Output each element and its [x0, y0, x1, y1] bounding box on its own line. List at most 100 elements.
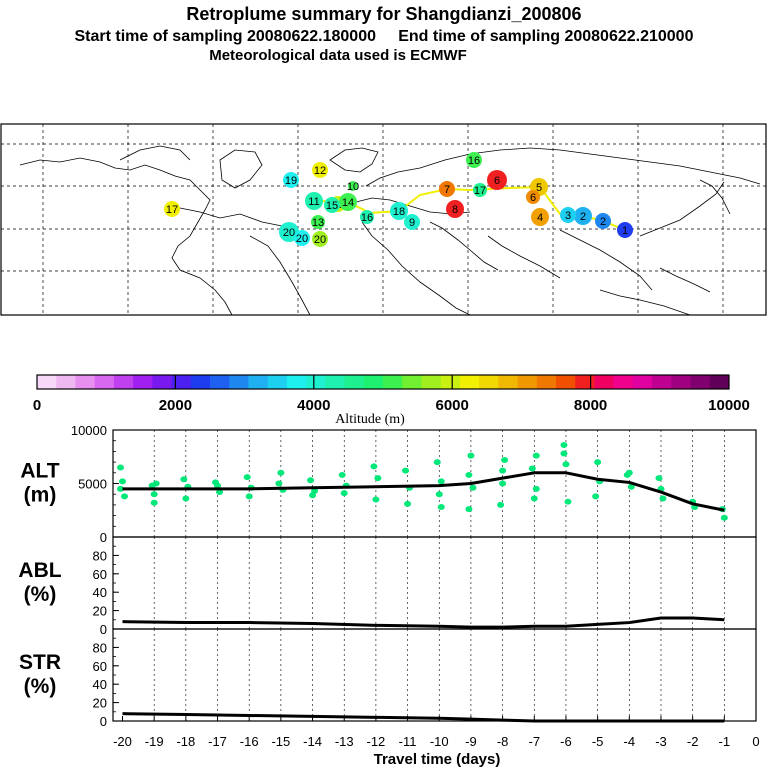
- colorbar-swatch: [671, 375, 692, 389]
- colorbar-tick-label: 6000: [436, 397, 469, 414]
- y-tick-label: 20: [93, 696, 107, 711]
- y-axis-label: (%): [24, 675, 57, 698]
- x-tick-label: -11: [399, 734, 417, 749]
- y-tick-label: 20: [93, 604, 107, 619]
- plume-marker: [390, 202, 408, 220]
- colorbar-tick-label: 0: [33, 397, 41, 414]
- y-tick-label: 80: [93, 548, 107, 563]
- x-tick-label: -4: [624, 734, 636, 749]
- panel-alt: 10000 5000 0 ALT(m): [20, 423, 757, 545]
- scatter-point: [180, 476, 188, 483]
- panel-frame: [112, 628, 757, 722]
- plume-day-label: 13: [312, 217, 324, 229]
- colorbar-tick-label: 2000: [159, 397, 192, 414]
- plume-day-label: 6: [494, 175, 500, 187]
- colorbar-swatch: [190, 375, 211, 389]
- scatter-point: [402, 467, 410, 474]
- y-axis-label: ALT: [20, 460, 59, 483]
- scatter-point: [465, 506, 473, 513]
- colorbar-swatch: [133, 375, 153, 389]
- scatter-point: [437, 504, 445, 511]
- plume-day-label: 20: [296, 233, 308, 245]
- x-tick-label: -20: [113, 734, 132, 749]
- map: 1223456678910111213131415161617171819202…: [0, 123, 767, 316]
- plume-day-label: 3: [565, 210, 571, 222]
- scatter-point: [117, 464, 125, 471]
- y-axis-label: (%): [24, 583, 57, 606]
- panel-frame: [112, 536, 757, 630]
- plume-marker: [560, 207, 576, 223]
- panel-str: 80 60 40 20 0 STR(%): [19, 628, 757, 729]
- colorbar-swatch: [556, 375, 576, 389]
- plume-marker: [487, 170, 507, 190]
- sampling-times: Start time of sampling 20080622.180000 E…: [75, 28, 694, 45]
- colorbar-swatch: [690, 375, 711, 389]
- colorbar-swatch: [37, 375, 57, 389]
- x-tick-label: -8: [497, 734, 509, 749]
- scatter-point: [594, 459, 602, 466]
- x-tick-label: -16: [240, 734, 259, 749]
- x-tick-label: -10: [430, 734, 449, 749]
- profile-panels: 1000050000ALT(m)806040200ABL(%)806040200…: [18, 423, 759, 749]
- plume-day-label: 20: [314, 234, 326, 246]
- plume-marker: [360, 210, 374, 224]
- plume-marker: [473, 183, 487, 197]
- plume-marker: [526, 190, 540, 204]
- scatter-point: [148, 482, 156, 489]
- y-tick-label: 0: [100, 530, 107, 545]
- x-axis-label: Travel time (days): [374, 751, 501, 768]
- scatter-point: [530, 495, 538, 502]
- scatter-point: [469, 484, 477, 491]
- plume-marker: [617, 222, 633, 238]
- colorbar-swatch: [613, 375, 634, 389]
- plume-day-label: 18: [393, 206, 405, 218]
- colorbar-swatch: [152, 375, 173, 389]
- x-tick-label: -15: [271, 734, 290, 749]
- plume-marker: [574, 207, 592, 225]
- scatter-point: [560, 441, 568, 448]
- colorbar-swatch: [632, 375, 653, 389]
- colorbar-swatch: [402, 375, 422, 389]
- colorbar-swatch: [344, 375, 365, 389]
- x-tick-label: -13: [335, 734, 354, 749]
- plume-day-label: 20: [283, 227, 295, 239]
- scatter-point: [121, 493, 129, 500]
- plume-marker: [531, 208, 549, 226]
- plume-day-label: 11: [308, 196, 319, 208]
- scatter-point: [243, 474, 251, 481]
- y-tick-label: 60: [93, 567, 107, 582]
- y-tick-label: 40: [93, 585, 107, 600]
- plume-marker: [305, 192, 323, 210]
- plume-day-label: 4: [537, 212, 543, 224]
- plume-day-label: 8: [452, 204, 458, 216]
- colorbar-swatch: [229, 375, 249, 389]
- colorbar-swatch: [306, 375, 326, 389]
- colorbar-swatch: [498, 375, 519, 389]
- plume-marker: [324, 197, 340, 213]
- scatter-point: [277, 469, 285, 476]
- mean-line: [122, 471, 725, 512]
- scatter-point: [564, 498, 572, 505]
- colorbar-tick-label: 8000: [574, 397, 607, 414]
- y-tick-label: 80: [93, 640, 107, 655]
- y-tick-label: 0: [100, 622, 107, 637]
- x-tick-label: -1: [719, 734, 731, 749]
- scatter-point: [150, 499, 158, 506]
- map-frame: [0, 123, 767, 316]
- x-tick-label: -6: [560, 734, 572, 749]
- plume-marker: [312, 231, 328, 247]
- colorbar-swatch: [536, 375, 557, 389]
- y-tick-label: 60: [93, 659, 107, 674]
- mean-line: [122, 616, 725, 629]
- plume-day-label: 14: [342, 197, 354, 209]
- scatter-point: [501, 456, 509, 463]
- scatter-point: [560, 450, 568, 457]
- scatter-point: [659, 495, 667, 502]
- plume-day-label: 10: [347, 181, 359, 193]
- x-tick-label: -12: [367, 734, 386, 749]
- plume-day-label: 15: [326, 200, 338, 212]
- plume-day-label: 7: [444, 184, 450, 196]
- scatter-point: [340, 490, 348, 497]
- plume-marker: [164, 201, 180, 217]
- mean-line: [122, 712, 725, 723]
